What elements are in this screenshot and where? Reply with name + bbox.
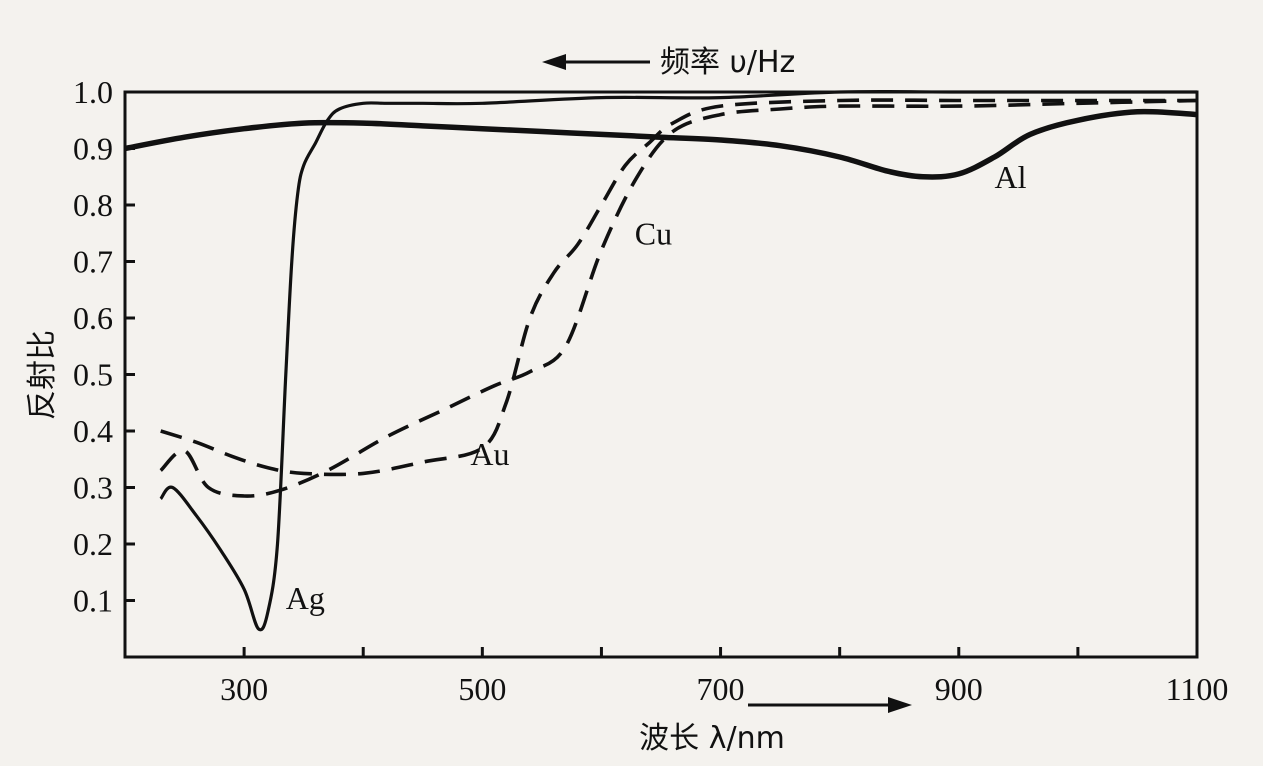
plot-frame — [123, 90, 1199, 659]
y-tick-label: 0.8 — [73, 187, 113, 223]
y-axis-title: 反射比 — [25, 330, 60, 420]
top-axis-label: 频率 υ/Hz — [660, 45, 795, 80]
series-line-cu — [160, 98, 1197, 477]
series-line-ag — [159, 90, 1197, 632]
series-layer — [124, 90, 1198, 632]
x-axis-title: 波长 λ/nm — [639, 721, 785, 756]
series-line-al — [124, 108, 1198, 180]
y-tick-label: 0.3 — [73, 470, 113, 506]
x-tick-label: 700 — [697, 671, 745, 707]
x-axis-ticks: 300 500 700 900 1100 — [220, 647, 1228, 707]
y-tick-label: 0.6 — [73, 300, 113, 336]
y-tick-label: 0.1 — [73, 583, 113, 619]
top-axis-arrow — [542, 54, 650, 70]
y-axis-ticks: 0.1 0.2 0.3 0.4 0.5 0.6 0.7 0.8 0.9 1.0 — [73, 74, 135, 619]
series-label-al: Al — [995, 159, 1027, 195]
x-tick-label: 1100 — [1166, 671, 1229, 707]
series-line-au — [159, 98, 1198, 498]
y-tick-label: 0.4 — [73, 413, 113, 449]
y-tick-label: 1.0 — [73, 74, 113, 110]
y-tick-label: 0.9 — [73, 131, 113, 167]
x-tick-label: 900 — [935, 671, 983, 707]
y-tick-label: 0.7 — [73, 244, 113, 280]
series-label-cu: Cu — [635, 216, 672, 252]
y-tick-label: 0.2 — [73, 526, 113, 562]
x-tick-label: 500 — [458, 671, 506, 707]
x-axis-arrow — [748, 697, 912, 713]
series-labels: Ag Al Cu Au — [286, 159, 1027, 616]
x-tick-label: 300 — [220, 671, 268, 707]
series-label-ag: Ag — [286, 580, 325, 616]
y-tick-label: 0.5 — [73, 357, 113, 393]
series-label-au: Au — [470, 436, 509, 472]
